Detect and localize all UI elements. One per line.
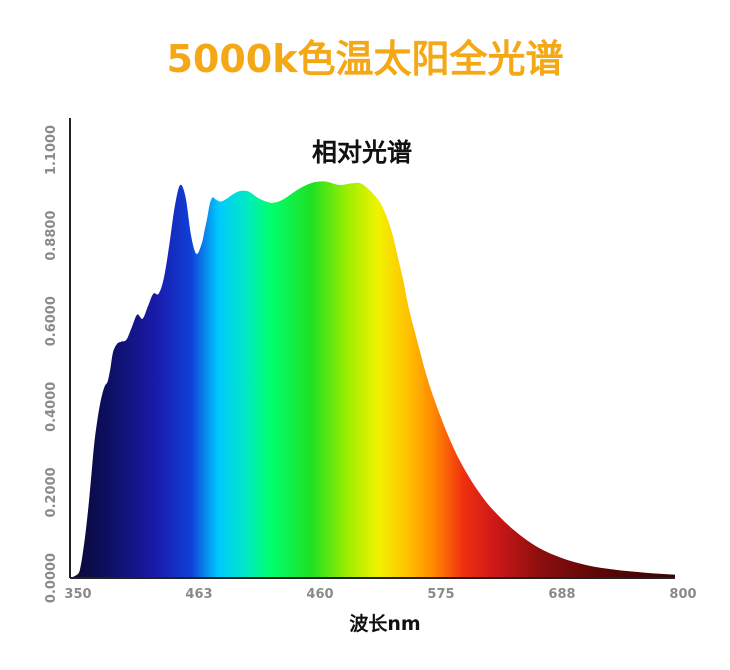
- x-tick-label: 460: [306, 587, 333, 602]
- y-ticks: 0.0000 0.2000 0.4000 0.6000 0.8800 1.1000: [44, 125, 59, 603]
- x-tick-label: 800: [669, 587, 696, 602]
- y-tick-label: 0.4000: [44, 382, 59, 432]
- page-title: 5000k色温太阳全光谱: [166, 37, 564, 81]
- x-tick-label: 575: [427, 587, 454, 602]
- chart-marks: [70, 181, 675, 578]
- chart-title: 相对光谱: [312, 138, 412, 167]
- x-tick-label: 350: [64, 587, 91, 602]
- x-tick-label: 688: [548, 587, 575, 602]
- spectrum-area-series-0: [70, 181, 675, 578]
- y-tick-label: 0.2000: [44, 467, 59, 517]
- y-tick-label: 0.6000: [44, 296, 59, 346]
- y-tick-label: 0.0000: [44, 553, 59, 603]
- x-axis-title: 波长nm: [349, 612, 420, 635]
- y-tick-label: 0.8800: [44, 211, 59, 261]
- y-tick-label: 1.1000: [44, 125, 59, 175]
- x-tick-label: 463: [185, 587, 212, 602]
- x-ticks: 350 463 460 575 688 800: [64, 587, 696, 602]
